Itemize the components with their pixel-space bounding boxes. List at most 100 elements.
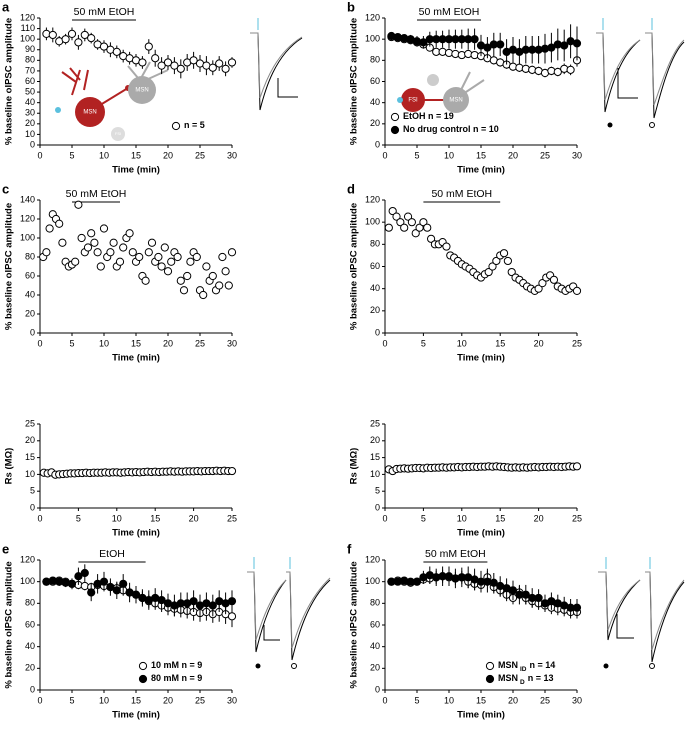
data-point xyxy=(483,43,492,52)
data-point xyxy=(77,233,86,243)
y-tick-label: 120 xyxy=(20,213,35,223)
y-tick-label: 25 xyxy=(370,418,380,428)
legend-text: n = 5 xyxy=(184,120,205,130)
x-axis-label: Time (min) xyxy=(457,710,505,721)
x-tick-label: 0 xyxy=(37,338,42,348)
y-tick-label: 90 xyxy=(25,44,35,54)
schematic-b: FSI MSN xyxy=(397,71,485,113)
y-tick-label: 40 xyxy=(25,97,35,107)
data-point xyxy=(87,34,96,43)
y-axis-label: % baseline oIPSC amplitude xyxy=(4,18,15,145)
x-tick-label: 20 xyxy=(189,513,199,523)
y-tick-label: 140 xyxy=(20,194,35,204)
x-tick-label: 15 xyxy=(495,513,505,523)
data-point xyxy=(572,39,582,48)
y-tick-label: 70 xyxy=(25,65,35,75)
data-point xyxy=(90,238,99,247)
x-tick-label: 15 xyxy=(476,150,486,160)
data-point xyxy=(128,248,137,257)
data-point xyxy=(199,290,208,300)
data-point xyxy=(423,223,432,232)
legend-label: EtOH n = 19 xyxy=(403,111,454,121)
data-point xyxy=(147,238,157,247)
data-point xyxy=(87,229,96,238)
x-tick-label: 25 xyxy=(540,695,550,705)
data-point xyxy=(572,462,582,471)
treatment-label: 50 mM EtOH xyxy=(66,188,127,200)
x-tick-label: 0 xyxy=(382,695,387,705)
data-point xyxy=(221,64,230,73)
y-tick-label: 20 xyxy=(370,305,380,315)
data-point xyxy=(138,58,147,67)
y-tick-label: 5 xyxy=(375,486,380,496)
x-tick-label: 30 xyxy=(227,695,237,705)
data-point xyxy=(93,248,102,257)
data-point xyxy=(208,271,217,281)
data-point xyxy=(183,271,192,281)
data-point xyxy=(157,595,166,605)
data-point xyxy=(419,218,428,227)
legend-label: 80 mM n = 9 xyxy=(151,673,202,683)
data-point xyxy=(71,257,80,266)
y-tick-label: 100 xyxy=(20,576,35,586)
data-point xyxy=(167,257,176,266)
y-tick-label: 100 xyxy=(365,217,380,227)
x-tick-label: 25 xyxy=(227,513,237,523)
data-point xyxy=(549,275,559,284)
legend-label: No drug control n = 10 xyxy=(403,124,499,134)
data-point xyxy=(99,224,109,233)
y-tick-label: 60 xyxy=(25,270,35,280)
data-point xyxy=(215,281,224,290)
y-tick-label: 120 xyxy=(365,12,380,22)
panel-letter: f xyxy=(347,541,352,556)
y-axis-label: Rs (MΩ) xyxy=(4,448,15,485)
inset-label: FSI xyxy=(115,131,121,136)
x-tick-label: 30 xyxy=(572,695,582,705)
data-point xyxy=(112,47,121,56)
data-point xyxy=(224,281,233,290)
legend-text: n = 14 xyxy=(530,660,556,670)
data-point xyxy=(112,586,121,595)
data-point xyxy=(499,249,509,258)
data-point xyxy=(208,63,217,72)
x-tick-label: 15 xyxy=(131,338,141,348)
data-point xyxy=(553,67,562,77)
legend-text: EtOH n = 19 xyxy=(403,111,454,121)
panel-letter: c xyxy=(2,181,9,196)
data-point xyxy=(45,224,54,233)
data-point xyxy=(392,212,401,221)
x-tick-label: 15 xyxy=(131,150,141,160)
y-tick-label: 20 xyxy=(370,663,380,673)
panel-letter: e xyxy=(2,541,9,556)
legend-text: ID xyxy=(520,666,527,673)
y-tick-label: 20 xyxy=(25,435,35,445)
data-point xyxy=(115,257,125,266)
x-tick-label: 0 xyxy=(382,338,387,348)
data-point xyxy=(83,243,93,252)
data-point xyxy=(99,577,109,586)
legend-marker xyxy=(390,112,400,122)
data-point xyxy=(403,212,413,221)
data-point xyxy=(42,248,51,257)
y-tick-label: 0 xyxy=(30,502,35,512)
y-tick-label: 40 xyxy=(370,283,380,293)
x-tick-label: 20 xyxy=(163,338,173,348)
x-tick-label: 5 xyxy=(69,150,74,160)
x-tick-label: 10 xyxy=(99,338,109,348)
y-tick-label: 120 xyxy=(20,12,35,22)
y-tick-label: 60 xyxy=(25,76,35,86)
y-tick-label: 20 xyxy=(25,663,35,673)
inset-label: MSN xyxy=(449,98,462,104)
legend-label: n = 5 xyxy=(184,120,205,130)
data-point xyxy=(173,252,182,262)
data-point xyxy=(227,248,237,257)
y-tick-label: 80 xyxy=(25,251,35,261)
y-tick-label: 5 xyxy=(30,486,35,496)
data-point xyxy=(141,276,150,285)
data-point xyxy=(135,252,144,262)
data-point xyxy=(503,256,512,266)
x-tick-label: 25 xyxy=(195,695,205,705)
data-point xyxy=(227,58,237,67)
x-tick-label: 25 xyxy=(195,150,205,160)
data-point xyxy=(119,579,128,588)
